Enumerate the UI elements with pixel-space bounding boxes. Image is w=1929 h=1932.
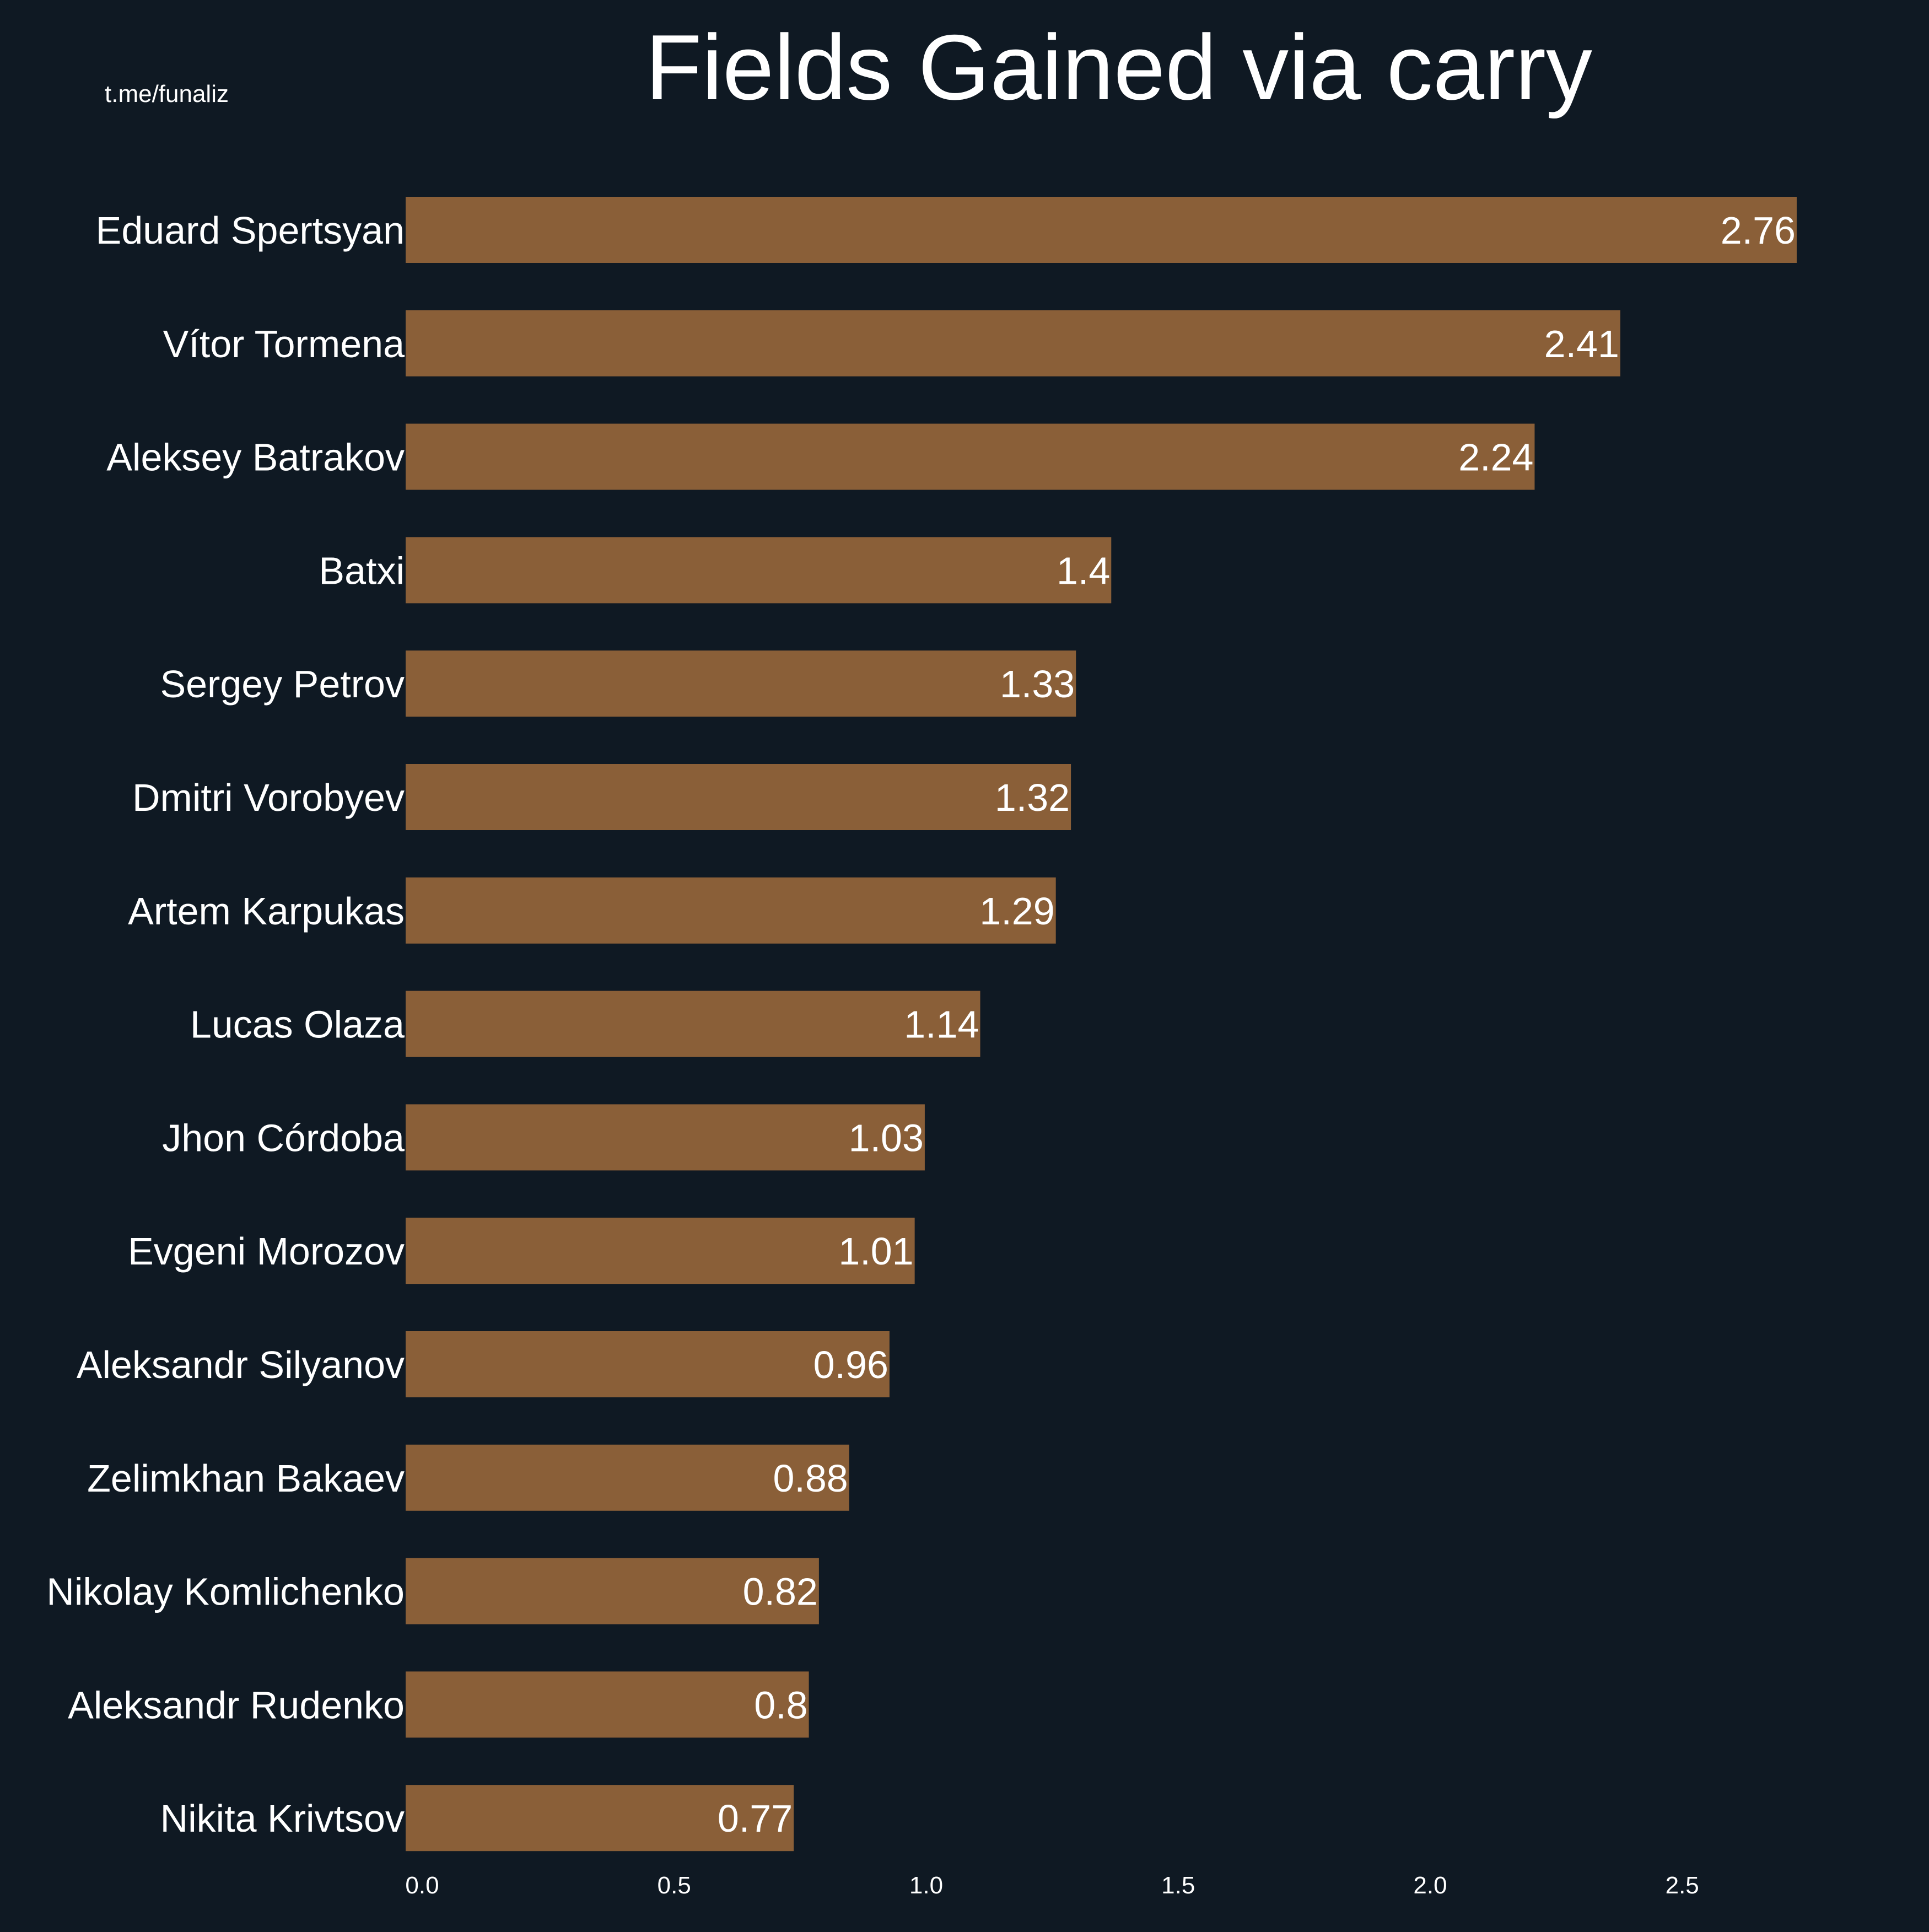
bar-13 — [406, 1671, 809, 1738]
x-tick-label-5: 2.5 — [1666, 1872, 1699, 1899]
watermark-text: t.me/funaliz — [105, 80, 229, 107]
category-label-0: Eduard Spertsyan — [96, 209, 405, 252]
value-label-13: 0.8 — [754, 1683, 807, 1726]
x-tick-label-0: 0.0 — [405, 1872, 439, 1899]
bar-6 — [406, 877, 1056, 944]
bar-8 — [406, 1104, 925, 1171]
x-axis-ticks-group: 0.0 0.5 1.0 1.5 2.0 2.5 — [405, 1872, 1699, 1899]
bars-group — [406, 197, 1797, 1852]
value-label-11: 0.88 — [773, 1457, 848, 1500]
value-label-6: 1.29 — [979, 890, 1054, 933]
chart-title: Fields Gained via carry — [645, 15, 1592, 119]
value-label-5: 1.32 — [995, 776, 1070, 819]
bar-7 — [406, 991, 980, 1057]
x-tick-label-2: 1.0 — [909, 1872, 943, 1899]
value-label-14: 0.77 — [718, 1797, 793, 1840]
category-label-2: Aleksey Batrakov — [106, 436, 405, 479]
category-label-12: Nikolay Komlichenko — [46, 1570, 405, 1613]
value-label-7: 1.14 — [904, 1003, 979, 1046]
x-tick-label-3: 1.5 — [1161, 1872, 1195, 1899]
x-tick-label-4: 2.0 — [1413, 1872, 1447, 1899]
category-label-8: Jhon Córdoba — [162, 1116, 405, 1159]
value-label-1: 2.41 — [1544, 322, 1619, 365]
value-label-10: 0.96 — [813, 1343, 888, 1386]
bar-9 — [406, 1218, 915, 1284]
bar-12 — [406, 1558, 819, 1624]
bar-11 — [406, 1444, 849, 1511]
value-label-12: 0.82 — [743, 1570, 818, 1613]
category-label-7: Lucas Olaza — [190, 1003, 405, 1046]
value-label-8: 1.03 — [849, 1116, 924, 1159]
category-label-4: Sergey Petrov — [160, 663, 405, 706]
bar-5 — [406, 764, 1071, 830]
bar-2 — [406, 423, 1535, 490]
value-label-0: 2.76 — [1721, 209, 1796, 252]
bar-10 — [406, 1331, 890, 1397]
x-tick-label-1: 0.5 — [658, 1872, 691, 1899]
bar-0 — [406, 197, 1797, 263]
value-label-9: 1.01 — [838, 1230, 913, 1273]
bar-4 — [406, 650, 1076, 717]
category-label-5: Dmitri Vorobyev — [132, 776, 405, 819]
value-label-3: 1.4 — [1057, 549, 1110, 592]
category-label-1: Vítor Tormena — [163, 322, 405, 365]
category-label-3: Batxi — [319, 549, 405, 592]
category-label-9: Evgeni Morozov — [128, 1230, 405, 1273]
value-label-2: 2.24 — [1458, 436, 1533, 479]
bar-3 — [406, 537, 1112, 604]
category-label-10: Aleksandr Silyanov — [77, 1343, 405, 1386]
category-label-13: Aleksandr Rudenko — [68, 1683, 405, 1726]
category-label-6: Artem Karpukas — [128, 890, 405, 933]
bar-14 — [406, 1785, 794, 1852]
value-labels-group: 2.76 2.41 2.24 1.4 1.33 1.32 1.29 1.14 1.03 1.01 0… — [718, 209, 1796, 1840]
category-label-11: Zelimkhan Bakaev — [87, 1457, 405, 1500]
category-labels-group: Eduard Spertsyan Vítor Tormena Aleksey Bat… — [46, 209, 405, 1840]
bar-1 — [406, 310, 1620, 376]
category-label-14: Nikita Krivtsov — [160, 1797, 405, 1840]
value-label-4: 1.33 — [1000, 663, 1075, 706]
